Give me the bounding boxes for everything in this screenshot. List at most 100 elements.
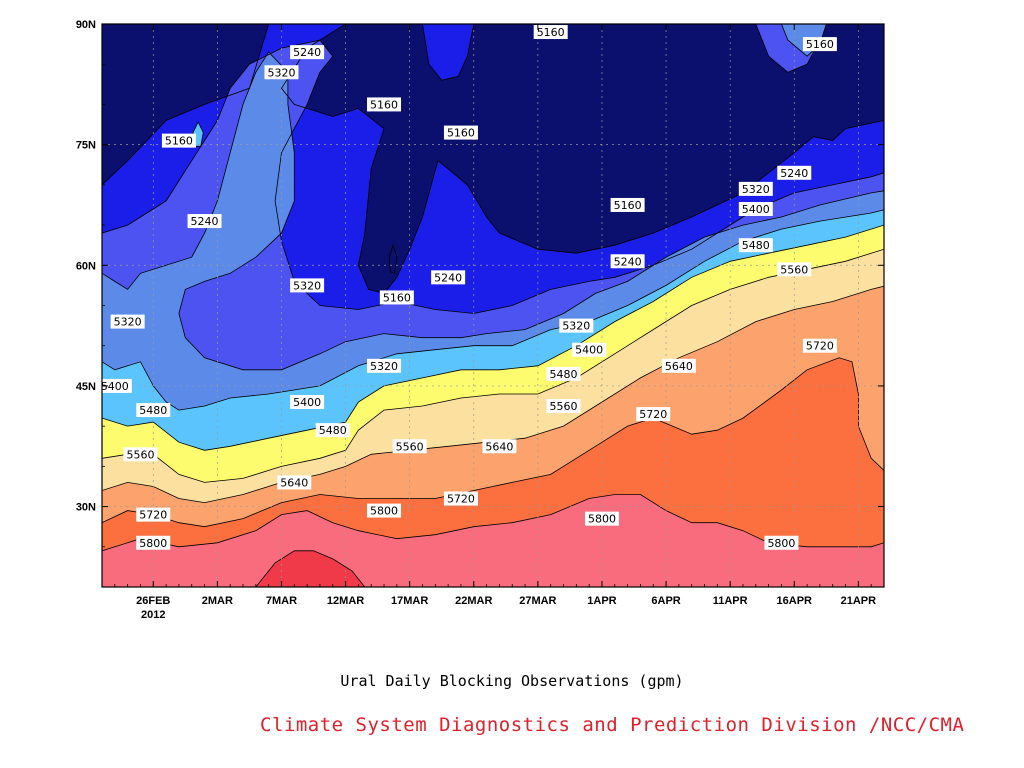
x-tick-label: 21APR [841, 595, 877, 607]
contour-label-5800: 5800 [136, 535, 171, 550]
contour-label-text: 5480 [742, 239, 770, 252]
contour-label-bg [777, 262, 812, 277]
contour-label-text: 5320 [562, 320, 590, 333]
contour-label-5480: 5480 [315, 423, 350, 438]
contour-label-5720: 5720 [802, 338, 837, 353]
contour-label-text: 5640 [280, 476, 308, 489]
contour-label-5400: 5400 [290, 395, 325, 410]
contour-fill-layer [102, 24, 884, 587]
contour-label-bg [764, 535, 799, 550]
contour-label-text: 5160 [447, 127, 475, 140]
contour-line-5480 [102, 224, 884, 451]
contour-label-5320: 5320 [264, 65, 299, 80]
contour-label-bg [443, 491, 478, 506]
y-tick-label: 30N [76, 502, 96, 514]
x-tick-label: 27MAR [519, 595, 556, 607]
contour-label-text: 5480 [550, 368, 578, 381]
contour-label-bg [290, 45, 325, 60]
contour-label-bg [161, 133, 196, 148]
contour-line-5560 [102, 248, 884, 483]
contour-label-bg [290, 278, 325, 293]
contour-label-5160: 5160 [367, 97, 402, 112]
contour-label-5640: 5640 [277, 475, 312, 490]
x-tick-label: 16APR [777, 595, 813, 607]
contour-label-bg [392, 439, 427, 454]
contour-label-5400: 5400 [572, 342, 607, 357]
contour-label-5800: 5800 [367, 503, 402, 518]
contour-label-5160: 5160 [161, 133, 196, 148]
contour-label-5240: 5240 [777, 165, 812, 180]
contour-label-bg [136, 535, 171, 550]
eye-below-5160 [388, 243, 398, 274]
x-tick-label: 17MAR [391, 595, 428, 607]
contour-label-text: 5320 [370, 360, 398, 373]
contour-label-5160: 5160 [379, 290, 414, 305]
x-tick-label: 26FEB [136, 595, 170, 607]
chart-caption: Ural Daily Blocking Observations (gpm) [340, 672, 684, 690]
contour-label-bg [738, 181, 773, 196]
contour-label-text: 5800 [767, 537, 795, 550]
contour-label-text: 5720 [447, 493, 475, 506]
x-tick-label: 6APR [651, 595, 680, 607]
contour-label-text: 5560 [396, 440, 424, 453]
contour-line-5720 [102, 357, 884, 528]
contour-label-text: 5240 [293, 46, 321, 59]
contour-label-5160: 5160 [610, 197, 645, 212]
contour-label-text: 5160 [806, 38, 834, 51]
contour-label-bg [97, 378, 132, 393]
contour-label-text: 5480 [139, 404, 167, 417]
contour-label-bg [636, 407, 671, 422]
contour-label-5160: 5160 [443, 125, 478, 140]
contour-label-5320: 5320 [290, 278, 325, 293]
contour-label-text: 5400 [101, 380, 129, 393]
contour-label-bg [610, 197, 645, 212]
contour-label-bg [546, 366, 581, 381]
contour-label-text: 5640 [665, 360, 693, 373]
contour-label-text: 5720 [806, 340, 834, 353]
contour-label-5240: 5240 [431, 270, 466, 285]
contour-label-5560: 5560 [123, 447, 158, 462]
contour-label-text: 5320 [293, 279, 321, 292]
contour-label-text: 5560 [550, 400, 578, 413]
contour-label-text: 5720 [639, 408, 667, 421]
contour-label-5720: 5720 [136, 507, 171, 522]
contour-label-text: 5240 [780, 167, 808, 180]
contour-label-5720: 5720 [443, 491, 478, 506]
contour-label-bg [802, 338, 837, 353]
contour-label-text: 5560 [780, 263, 808, 276]
contour-label-text: 5240 [434, 271, 462, 284]
x-tick-label: 7MAR [266, 595, 297, 607]
contour-label-text: 5160 [165, 135, 193, 148]
x-tick-label: 11APR [713, 595, 748, 607]
contour-label-5560: 5560 [546, 399, 581, 414]
x-tick-label: 22MAR [455, 595, 492, 607]
contour-label-bg [777, 165, 812, 180]
contour-label-bg [315, 423, 350, 438]
contour-label-5400: 5400 [738, 201, 773, 216]
y-tick-label: 90N [76, 19, 96, 31]
contour-label-bg [738, 238, 773, 253]
x-tick-label: 2MAR [202, 595, 233, 607]
contour-label-5720: 5720 [636, 407, 671, 422]
contour-label-5320: 5320 [559, 318, 594, 333]
x-tick-label: 1APR [587, 595, 616, 607]
contour-label-bg [584, 511, 619, 526]
contour-label-5480: 5480 [738, 238, 773, 253]
band-above-5880 [255, 550, 366, 587]
contour-label-bg [443, 125, 478, 140]
contour-label-text: 5160 [370, 98, 398, 111]
contour-label-5240: 5240 [187, 214, 222, 229]
pocket-5160-north [422, 24, 475, 81]
contour-label-bg [136, 403, 171, 418]
contour-label-bg [661, 358, 696, 373]
contour-label-5560: 5560 [392, 439, 427, 454]
contour-label-bg [482, 439, 517, 454]
contour-label-text: 5720 [139, 509, 167, 522]
y-tick-label: 60N [76, 260, 96, 272]
y-tick-label: 45N [76, 381, 96, 393]
contour-label-5240: 5240 [610, 254, 645, 269]
contour-label-bg [367, 503, 402, 518]
contour-label-text: 5160 [537, 26, 565, 39]
x-tick-sublabel: 2012 [141, 609, 165, 621]
